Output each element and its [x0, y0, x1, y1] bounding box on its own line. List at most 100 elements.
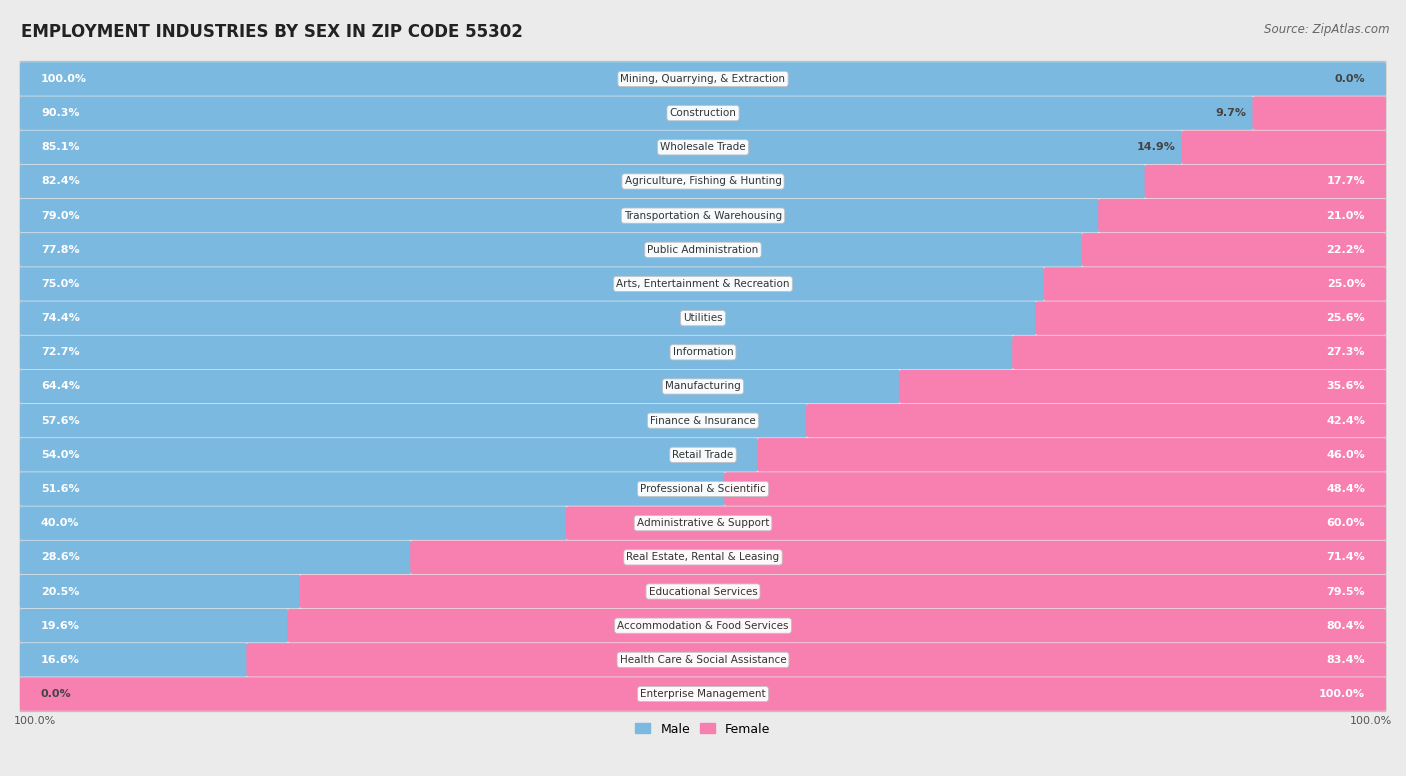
- FancyBboxPatch shape: [20, 677, 1386, 711]
- Text: Public Administration: Public Administration: [647, 244, 759, 255]
- Text: 0.0%: 0.0%: [1334, 74, 1365, 84]
- Text: 79.0%: 79.0%: [41, 210, 80, 220]
- FancyBboxPatch shape: [565, 507, 1386, 540]
- FancyBboxPatch shape: [20, 267, 1045, 301]
- FancyBboxPatch shape: [20, 407, 1386, 435]
- Text: 16.6%: 16.6%: [41, 655, 80, 665]
- Text: 9.7%: 9.7%: [1215, 108, 1246, 118]
- FancyBboxPatch shape: [20, 62, 1386, 95]
- Text: 64.4%: 64.4%: [41, 382, 80, 391]
- FancyBboxPatch shape: [20, 404, 807, 438]
- Text: 85.1%: 85.1%: [41, 142, 79, 152]
- FancyBboxPatch shape: [20, 168, 1386, 195]
- Text: 100.0%: 100.0%: [14, 716, 56, 726]
- Text: Finance & Insurance: Finance & Insurance: [650, 416, 756, 426]
- FancyBboxPatch shape: [1012, 335, 1386, 369]
- FancyBboxPatch shape: [299, 575, 1386, 608]
- FancyBboxPatch shape: [20, 202, 1386, 229]
- FancyBboxPatch shape: [20, 507, 567, 540]
- FancyBboxPatch shape: [806, 404, 1386, 438]
- Text: Information: Information: [672, 348, 734, 357]
- FancyBboxPatch shape: [1081, 233, 1386, 266]
- Text: 82.4%: 82.4%: [41, 176, 80, 186]
- Text: 35.6%: 35.6%: [1327, 382, 1365, 391]
- Text: 75.0%: 75.0%: [41, 279, 79, 289]
- FancyBboxPatch shape: [20, 96, 1254, 130]
- Text: Construction: Construction: [669, 108, 737, 118]
- FancyBboxPatch shape: [20, 476, 1386, 503]
- Text: Professional & Scientific: Professional & Scientific: [640, 484, 766, 494]
- Text: 80.4%: 80.4%: [1326, 621, 1365, 631]
- FancyBboxPatch shape: [20, 372, 1386, 400]
- Text: 28.6%: 28.6%: [41, 553, 80, 563]
- FancyBboxPatch shape: [246, 643, 1386, 677]
- Text: 100.0%: 100.0%: [1350, 716, 1392, 726]
- FancyBboxPatch shape: [1098, 199, 1386, 232]
- FancyBboxPatch shape: [20, 335, 1014, 369]
- Text: Arts, Entertainment & Recreation: Arts, Entertainment & Recreation: [616, 279, 790, 289]
- Text: 27.3%: 27.3%: [1327, 348, 1365, 357]
- Text: Transportation & Warehousing: Transportation & Warehousing: [624, 210, 782, 220]
- FancyBboxPatch shape: [20, 578, 1386, 605]
- Text: 74.4%: 74.4%: [41, 314, 80, 323]
- FancyBboxPatch shape: [20, 236, 1386, 264]
- Text: 100.0%: 100.0%: [41, 74, 87, 84]
- FancyBboxPatch shape: [20, 541, 412, 574]
- Text: 40.0%: 40.0%: [41, 518, 79, 528]
- FancyBboxPatch shape: [20, 646, 1386, 674]
- Text: 51.6%: 51.6%: [41, 484, 80, 494]
- Text: 57.6%: 57.6%: [41, 416, 80, 426]
- Text: 46.0%: 46.0%: [1326, 450, 1365, 460]
- Text: 60.0%: 60.0%: [1327, 518, 1365, 528]
- FancyBboxPatch shape: [1043, 267, 1386, 301]
- Text: Wholesale Trade: Wholesale Trade: [661, 142, 745, 152]
- Text: 48.4%: 48.4%: [1326, 484, 1365, 494]
- Text: 25.6%: 25.6%: [1326, 314, 1365, 323]
- FancyBboxPatch shape: [411, 541, 1386, 574]
- FancyBboxPatch shape: [20, 369, 900, 404]
- FancyBboxPatch shape: [20, 438, 758, 472]
- Text: Real Estate, Rental & Leasing: Real Estate, Rental & Leasing: [627, 553, 779, 563]
- FancyBboxPatch shape: [20, 133, 1386, 161]
- FancyBboxPatch shape: [1181, 130, 1386, 164]
- FancyBboxPatch shape: [20, 130, 1182, 164]
- FancyBboxPatch shape: [1035, 301, 1386, 335]
- Text: 72.7%: 72.7%: [41, 348, 80, 357]
- Text: 20.5%: 20.5%: [41, 587, 79, 597]
- Text: 14.9%: 14.9%: [1136, 142, 1175, 152]
- FancyBboxPatch shape: [20, 575, 301, 608]
- Text: Accommodation & Food Services: Accommodation & Food Services: [617, 621, 789, 631]
- FancyBboxPatch shape: [1144, 165, 1388, 198]
- FancyBboxPatch shape: [20, 612, 1386, 639]
- Text: 22.2%: 22.2%: [1326, 244, 1365, 255]
- FancyBboxPatch shape: [20, 681, 1386, 708]
- Text: Agriculture, Fishing & Hunting: Agriculture, Fishing & Hunting: [624, 176, 782, 186]
- Text: 25.0%: 25.0%: [1327, 279, 1365, 289]
- Text: 90.3%: 90.3%: [41, 108, 79, 118]
- FancyBboxPatch shape: [20, 65, 1386, 92]
- FancyBboxPatch shape: [20, 338, 1386, 366]
- FancyBboxPatch shape: [20, 99, 1386, 126]
- FancyBboxPatch shape: [20, 199, 1099, 232]
- Text: Utilities: Utilities: [683, 314, 723, 323]
- Legend: Male, Female: Male, Female: [630, 718, 776, 740]
- FancyBboxPatch shape: [20, 301, 1036, 335]
- Text: Health Care & Social Assistance: Health Care & Social Assistance: [620, 655, 786, 665]
- Text: 79.5%: 79.5%: [1326, 587, 1365, 597]
- FancyBboxPatch shape: [20, 233, 1083, 266]
- Text: Source: ZipAtlas.com: Source: ZipAtlas.com: [1264, 23, 1389, 36]
- Text: 0.0%: 0.0%: [41, 689, 72, 699]
- Text: 71.4%: 71.4%: [1326, 553, 1365, 563]
- Text: Enterprise Management: Enterprise Management: [640, 689, 766, 699]
- FancyBboxPatch shape: [20, 270, 1386, 298]
- Text: 54.0%: 54.0%: [41, 450, 79, 460]
- Text: 100.0%: 100.0%: [1319, 689, 1365, 699]
- FancyBboxPatch shape: [20, 304, 1386, 332]
- FancyBboxPatch shape: [20, 442, 1386, 469]
- Text: EMPLOYMENT INDUSTRIES BY SEX IN ZIP CODE 55302: EMPLOYMENT INDUSTRIES BY SEX IN ZIP CODE…: [21, 23, 523, 41]
- Text: 77.8%: 77.8%: [41, 244, 80, 255]
- Text: 17.7%: 17.7%: [1326, 176, 1365, 186]
- FancyBboxPatch shape: [898, 369, 1386, 404]
- Text: 19.6%: 19.6%: [41, 621, 80, 631]
- Text: 42.4%: 42.4%: [1326, 416, 1365, 426]
